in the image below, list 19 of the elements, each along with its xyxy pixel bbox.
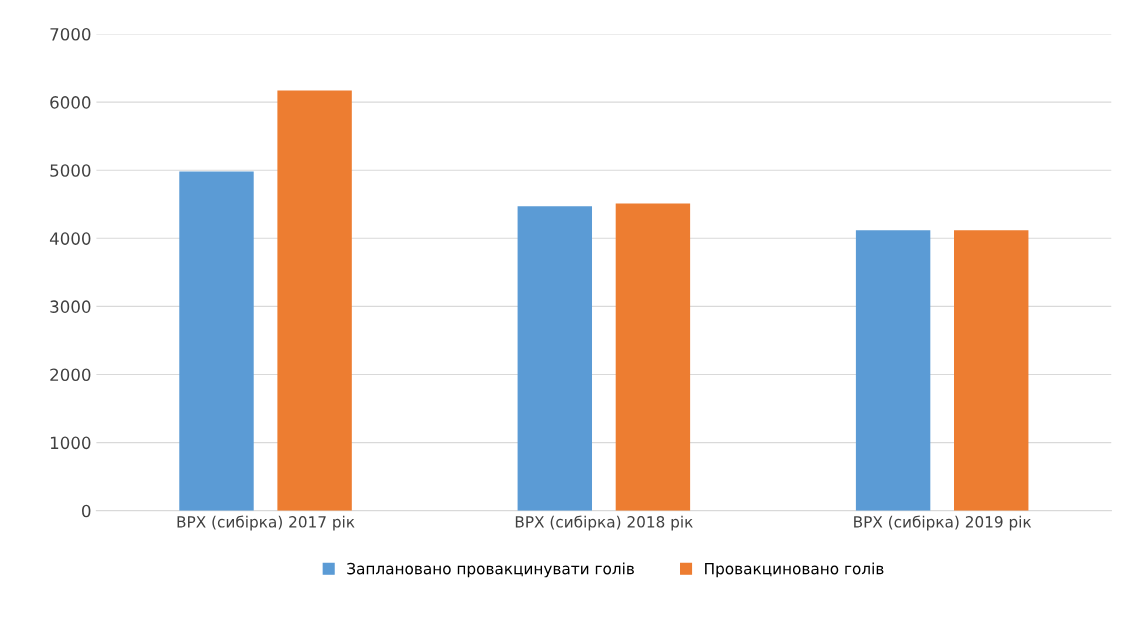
bar <box>179 171 254 511</box>
y-tick-label: 5000 <box>50 164 91 177</box>
legend-label: Провакциновано голів <box>705 562 884 578</box>
legend-label: Заплановано провакцинувати голів <box>347 562 634 578</box>
y-tick-label: 1000 <box>50 436 91 450</box>
bar <box>855 230 931 511</box>
y-tick-label: 4000 <box>49 232 91 245</box>
y-tick-label: 7000 <box>50 28 91 41</box>
bar <box>954 230 1029 511</box>
x-tick-label: ВРХ (сибірка) 2019 рік <box>854 515 1032 531</box>
y-tick-label: 0 <box>82 504 91 518</box>
bar <box>615 203 691 511</box>
bar <box>517 206 593 511</box>
x-tick-label: ВРХ (сибірка) 2018 рік <box>515 515 693 531</box>
x-tick-label: ВРХ (сибірка) 2017 рік <box>177 515 355 531</box>
y-tick-label: 6000 <box>50 96 91 109</box>
y-tick-label: 3000 <box>50 300 91 313</box>
bar <box>277 90 352 511</box>
y-tick-label: 2000 <box>50 368 91 382</box>
